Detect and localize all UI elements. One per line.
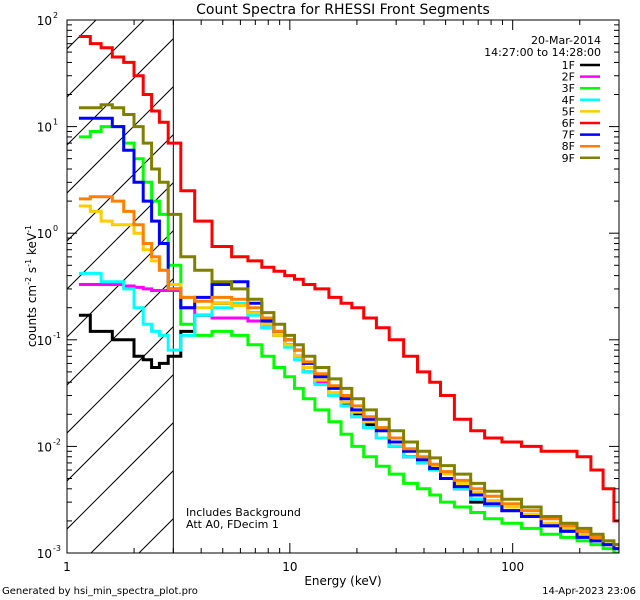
series-3F bbox=[78, 125, 619, 553]
x-tick-label: 10 bbox=[282, 560, 297, 574]
hatch-line bbox=[67, 37, 174, 146]
legend-label-9F: 9F bbox=[562, 152, 575, 165]
legend-label-1F: 1F bbox=[562, 59, 575, 72]
annotation-attenuator: Att A0, FDecim 1 bbox=[186, 518, 279, 531]
x-tick-label: 100 bbox=[501, 560, 524, 574]
annotation-background: Includes Background bbox=[186, 506, 301, 519]
series-7F bbox=[78, 116, 619, 551]
series-9F bbox=[78, 103, 619, 547]
hatch-line bbox=[67, 373, 174, 482]
x-axis-label: Energy (keV) bbox=[304, 574, 381, 588]
legend-label-4F: 4F bbox=[562, 94, 575, 107]
legend-label-3F: 3F bbox=[562, 82, 575, 95]
date-label: 20-Mar-2014 bbox=[531, 34, 601, 47]
series-6F bbox=[78, 35, 619, 523]
plot-frame bbox=[66, 19, 620, 554]
generated-by-label: Generated by hsi_min_spectra_plot.pro bbox=[2, 586, 198, 597]
x-tick-label: 1 bbox=[63, 560, 71, 574]
legend-label-7F: 7F bbox=[562, 129, 575, 142]
legend-label-8F: 8F bbox=[562, 140, 575, 153]
legend-label-5F: 5F bbox=[562, 105, 575, 118]
hatch-line bbox=[67, 181, 174, 290]
y-axis-label: counts cm-2 s-1 keV-1 bbox=[24, 225, 39, 347]
footer-timestamp: 14-Apr-2023 23:06 bbox=[542, 586, 636, 597]
chart-title: Count Spectra for RHESSI Front Segments bbox=[196, 2, 490, 18]
legend-label-2F: 2F bbox=[562, 71, 575, 84]
time-range-label: 14:27:00 to 14:28:00 bbox=[484, 46, 601, 59]
legend-label-6F: 6F bbox=[562, 117, 575, 130]
hatch-line bbox=[67, 421, 174, 530]
